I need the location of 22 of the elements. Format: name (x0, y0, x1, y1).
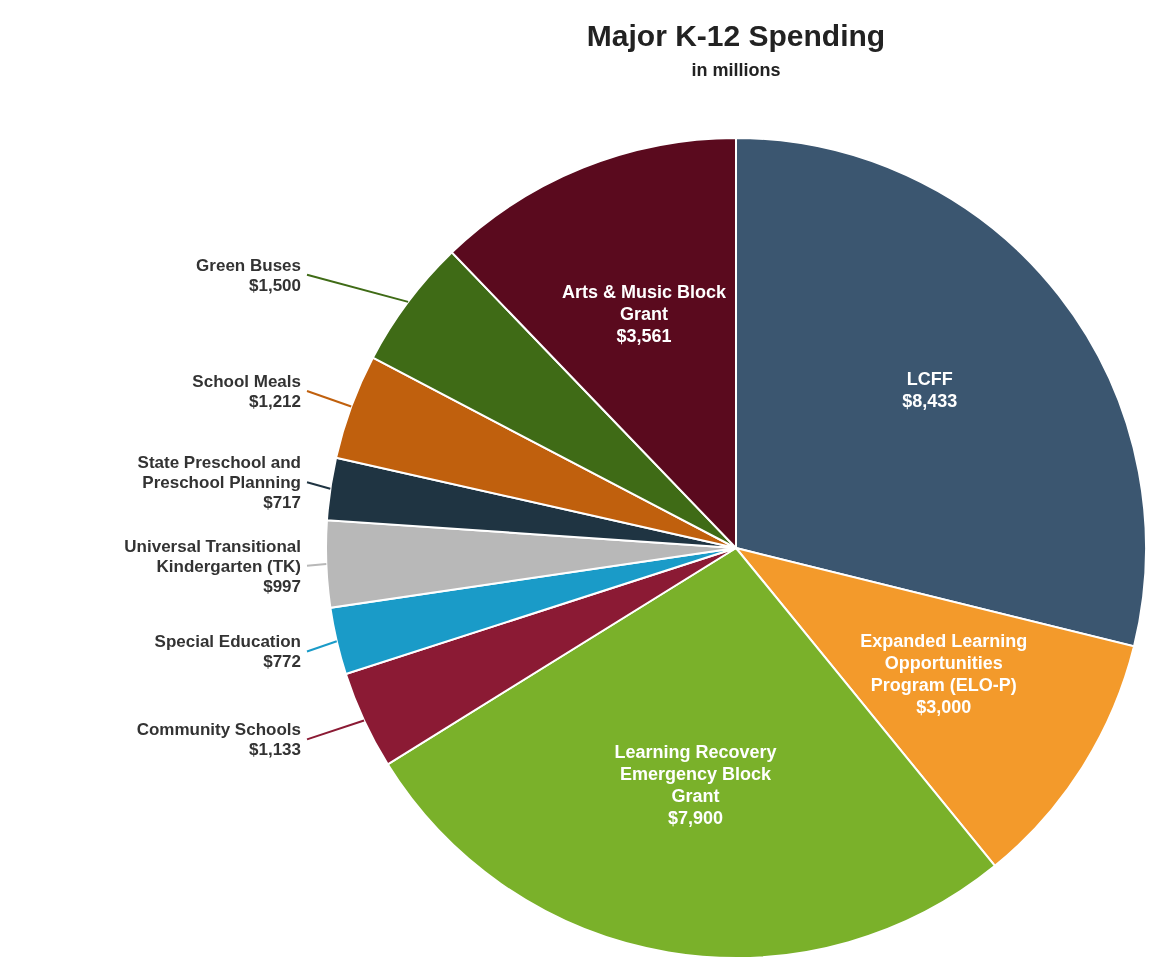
data-label: $1,500 (249, 275, 301, 295)
data-label: $3,561 (616, 325, 672, 346)
data-label: $1,212 (249, 391, 301, 411)
slice-label: School Meals (192, 371, 301, 391)
data-label: $3,000 (916, 696, 972, 717)
data-label: $997 (263, 576, 301, 596)
chart-title: Major K-12 Spending (586, 19, 886, 52)
slice-label: Expanded Learning Opportunities Program (ELO-P) (860, 630, 1028, 695)
slice-label: Universal Transitional Kindergarten (TK) (124, 536, 301, 576)
data-label: $717 (263, 493, 301, 513)
chart-subtitle: in millions (691, 60, 781, 80)
data-label: $772 (263, 652, 301, 672)
data-label: $8,433 (902, 391, 958, 412)
slice-label: LCFF (906, 369, 953, 390)
data-label: $7,900 (667, 807, 723, 828)
data-label: $1,133 (249, 740, 301, 760)
slice-label: Learning Recovery Emergency Block Grant (614, 741, 777, 806)
slice-label: Community Schools (136, 720, 301, 740)
slice-label: Arts & Music Block Grant (562, 281, 728, 324)
slice-label: Green Buses (196, 255, 301, 275)
slice-label: State Preschool and Preschool Planning (137, 453, 301, 493)
slice-label: Special Education (154, 632, 301, 652)
